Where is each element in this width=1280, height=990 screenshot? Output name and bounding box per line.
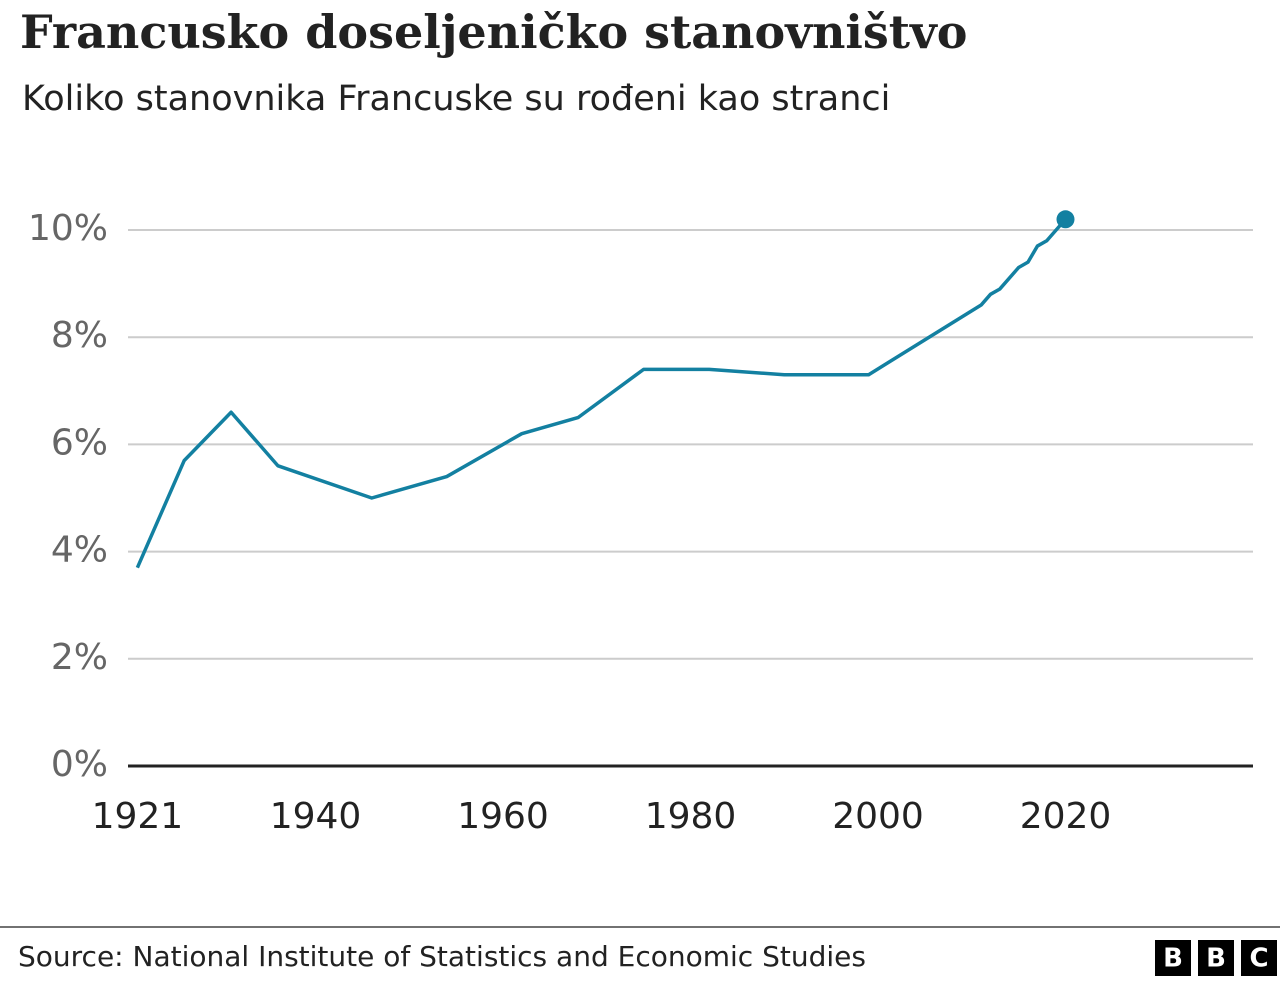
line — [135, 218, 1067, 569]
y-tick-label: 4% — [51, 530, 108, 571]
chart-subtitle: Koliko stanovnika Francuske su rođeni ka… — [22, 79, 890, 119]
x-tick-label: 2020 — [1020, 796, 1112, 837]
logo-letter: B — [1206, 944, 1226, 974]
y-tick-label: 2% — [51, 637, 108, 678]
logo-letter: C — [1249, 944, 1268, 974]
x-tick-label: 1980 — [645, 796, 737, 837]
y-tick-label: 6% — [51, 422, 108, 463]
source: Source: National Institute of Statistics… — [18, 940, 866, 973]
logo-box — [1241, 940, 1277, 976]
logo-box — [1155, 940, 1191, 976]
logo-letter: B — [1163, 944, 1183, 974]
y-tick-label: 0% — [51, 744, 108, 785]
y-tick-label: 8% — [51, 315, 108, 356]
chart-title: Francusko doseljeničko stanovništvo — [20, 5, 967, 59]
logo-box — [1198, 940, 1234, 976]
x-tick-label: 1921 — [92, 796, 184, 837]
x-tick-label: 1940 — [270, 796, 362, 837]
x-tick-label: 1960 — [457, 796, 549, 837]
x-tick-label: 2000 — [832, 796, 924, 837]
end-point — [1056, 210, 1075, 229]
y-tick-label: 10% — [28, 208, 108, 249]
